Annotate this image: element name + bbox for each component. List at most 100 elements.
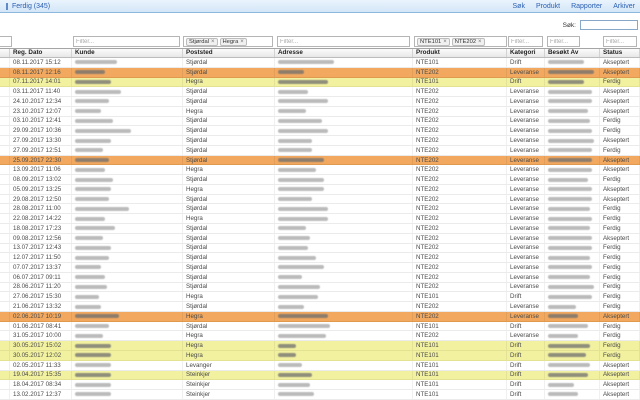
cell-besokt-av xyxy=(545,390,600,399)
cell-besokt-av xyxy=(545,175,600,184)
cell-adresse xyxy=(275,194,413,204)
table-row[interactable]: 18.08.2017 17:23 Stjørdal NTE202 Leveranse F… xyxy=(0,224,640,234)
cell-gutter xyxy=(0,87,10,97)
table-row[interactable]: 25.09.2017 22:30 Stjørdal NTE202 Leveranse A… xyxy=(0,155,640,166)
col-besokt-av[interactable]: Besøkt Av xyxy=(545,49,600,57)
table-row[interactable]: 27.09.2017 13:30 Stjørdal NTE202 Leveranse A… xyxy=(0,136,640,146)
cell-poststed: Steinkjer xyxy=(183,380,275,390)
redacted-text xyxy=(548,216,592,221)
cell-adresse xyxy=(275,145,413,155)
chip-remove-icon[interactable]: × xyxy=(443,38,447,45)
cell-poststed: Hegra xyxy=(183,292,275,302)
menu-sok[interactable]: Søk xyxy=(512,2,525,10)
filter-status[interactable] xyxy=(603,36,637,47)
redacted-text xyxy=(548,314,578,319)
cell-poststed: Stjørdal xyxy=(183,67,275,77)
table-row[interactable]: 09.08.2017 12:56 Stjørdal NTE202 Leveranse A… xyxy=(0,233,640,244)
table-row[interactable]: 27.06.2017 15:30 Hegra NTE101 Drift Ferdig xyxy=(0,292,640,303)
table-row[interactable]: 08.11.2017 12:16 Stjørdal NTE202 Leveranse A… xyxy=(0,67,640,78)
filter-kunde[interactable] xyxy=(73,36,180,47)
table-body: 08.11.2017 15:12 Stjørdal NTE101 Drift Aksep… xyxy=(0,58,640,400)
filter-chip[interactable]: Stjørdal × xyxy=(186,37,218,46)
col-status[interactable]: Status xyxy=(600,49,640,57)
redacted-text xyxy=(75,128,131,133)
table-row[interactable]: 13.02.2017 12:37 Steinkjer NTE101 Drift Akse… xyxy=(0,390,640,400)
redacted-text xyxy=(278,353,296,358)
chip-remove-icon[interactable]: × xyxy=(240,38,244,45)
view-tab-ferdig[interactable]: Ferdig (345) xyxy=(12,2,51,10)
chip-remove-icon[interactable]: × xyxy=(478,38,482,45)
col-produkt[interactable]: Produkt xyxy=(413,49,507,57)
table-row[interactable]: 02.06.2017 10:19 Hegra NTE202 Leveranse Akse… xyxy=(0,311,640,322)
col-poststed[interactable]: Poststed xyxy=(183,49,275,57)
redacted-text xyxy=(75,226,115,231)
table-row[interactable]: 06.07.2017 09:11 Stjørdal NTE202 Leveranse F… xyxy=(0,272,640,283)
table-row[interactable]: 23.10.2017 12:07 Hegra NTE202 Leveranse Akse… xyxy=(0,106,640,117)
table-row[interactable]: 28.08.2017 11:00 Stjørdal NTE202 Leveranse F… xyxy=(0,204,640,215)
chip-remove-icon[interactable]: × xyxy=(210,38,215,45)
table-row[interactable]: 31.05.2017 10:00 Hegra NTE202 Leveranse Ferd… xyxy=(0,331,640,342)
col-kategori[interactable]: Kategori xyxy=(507,49,545,57)
redacted-text xyxy=(278,236,310,241)
table-row[interactable]: 24.10.2017 12:34 Stjørdal NTE202 Leveranse A… xyxy=(0,97,640,107)
menu-produkt[interactable]: Produkt xyxy=(535,2,561,10)
redacted-text xyxy=(75,363,111,368)
table-row[interactable]: 19.04.2017 15:35 Steinkjer NTE101 Drift Akse… xyxy=(0,370,640,381)
filter-chip[interactable]: Hegra × xyxy=(219,37,247,46)
filter-chip[interactable]: NTE101 × xyxy=(417,37,450,46)
filter-regdato[interactable] xyxy=(0,36,12,47)
filter-produkt-chips[interactable]: NTE101 × NTE202 × xyxy=(414,36,507,47)
cell-kunde xyxy=(72,97,183,106)
col-adresse[interactable]: Adresse xyxy=(275,49,413,57)
table-row[interactable]: 07.07.2017 13:37 Stjørdal NTE202 Leveranse F… xyxy=(0,263,640,273)
top-menu: Søk Produkt Rapporter Arkiver xyxy=(513,3,636,10)
cell-kategori: Leveranse xyxy=(507,155,545,165)
redacted-text xyxy=(548,148,592,153)
table-row[interactable]: 29.09.2017 10:36 Stjørdal NTE202 Leveranse F… xyxy=(0,126,640,137)
cell-dato: 12.07.2017 11:50 xyxy=(10,253,72,263)
table-row[interactable]: 30.05.2017 15:02 Hegra NTE101 Drift Ferdig xyxy=(0,341,640,351)
table-row[interactable]: 22.08.2017 14:22 Hegra NTE202 Leveranse Ferd… xyxy=(0,214,640,225)
search-input[interactable] xyxy=(580,20,638,30)
cell-poststed: Hegra xyxy=(183,184,275,194)
cell-gutter xyxy=(0,97,10,106)
table-row[interactable]: 03.10.2017 12:41 Stjørdal NTE202 Leveranse F… xyxy=(0,116,640,127)
cell-gutter xyxy=(0,331,10,341)
cell-produkt: NTE202 xyxy=(413,136,507,145)
table-row[interactable]: 13.09.2017 11:06 Hegra NTE202 Leveranse Akse… xyxy=(0,165,640,176)
cell-produkt: NTE202 xyxy=(413,184,507,194)
table-row[interactable]: 27.09.2017 12:51 Stjørdal NTE202 Leveranse F… xyxy=(0,145,640,156)
table-row[interactable]: 28.06.2017 11:20 Stjørdal NTE202 Leveranse F… xyxy=(0,282,640,293)
table-row[interactable]: 03.11.2017 11:40 Stjørdal NTE202 Leveranse A… xyxy=(0,87,640,98)
table-row[interactable]: 08.09.2017 13:02 Stjørdal NTE202 Leveranse F… xyxy=(0,175,640,185)
filter-kategori[interactable] xyxy=(508,36,543,47)
table-row[interactable]: 29.08.2017 12:50 Stjørdal NTE202 Leveranse A… xyxy=(0,194,640,205)
filter-adresse[interactable] xyxy=(277,36,410,47)
filter-chip[interactable]: NTE202 × xyxy=(451,37,485,46)
redacted-text xyxy=(548,284,594,289)
table-row[interactable]: 12.07.2017 11:50 Stjørdal NTE202 Leveranse F… xyxy=(0,253,640,264)
table-row[interactable]: 01.06.2017 08:41 Stjørdal NTE101 Drift Ferdi… xyxy=(0,321,640,332)
cell-adresse xyxy=(275,370,413,380)
col-reg-dato[interactable]: Reg. Dato xyxy=(10,49,72,57)
menu-arkiver[interactable]: Arkiver xyxy=(613,2,635,10)
table-row[interactable]: 21.06.2017 13:32 Stjørdal NTE202 Leveranse F… xyxy=(0,302,640,312)
table-row[interactable]: 18.04.2017 08:34 Steinkjer NTE101 Drift Akse… xyxy=(0,380,640,391)
table-row[interactable]: 13.07.2017 12:43 Stjørdal NTE202 Leveranse F… xyxy=(0,243,640,254)
table-row[interactable]: 07.11.2017 14:01 Hegra NTE101 Drift Ferdig xyxy=(0,77,640,88)
cell-dato: 19.04.2017 15:35 xyxy=(10,370,72,380)
filter-besokt-av[interactable] xyxy=(547,36,580,47)
filter-poststed-chips[interactable]: Stjørdal × Hegra × xyxy=(183,36,273,47)
cell-poststed: Hegra xyxy=(183,350,275,360)
table-row[interactable]: 30.05.2017 12:02 Hegra NTE101 Drift Ferdig xyxy=(0,350,640,361)
cell-poststed: Stjørdal xyxy=(183,282,275,292)
table-row[interactable]: 08.11.2017 15:12 Stjørdal NTE101 Drift Aksep… xyxy=(0,58,640,68)
col-kunde[interactable]: Kunde xyxy=(72,49,183,57)
table-row[interactable]: 02.05.2017 11:33 Levanger NTE101 Drift Aksep… xyxy=(0,360,640,371)
cell-status: Ferdig xyxy=(600,282,640,292)
cell-adresse xyxy=(275,311,413,321)
menu-rapporter[interactable]: Rapporter xyxy=(571,2,603,10)
table-row[interactable]: 05.09.2017 13:25 Hegra NTE202 Leveranse Akse… xyxy=(0,184,640,195)
cell-kategori: Leveranse xyxy=(507,184,545,194)
redacted-text xyxy=(75,158,109,163)
